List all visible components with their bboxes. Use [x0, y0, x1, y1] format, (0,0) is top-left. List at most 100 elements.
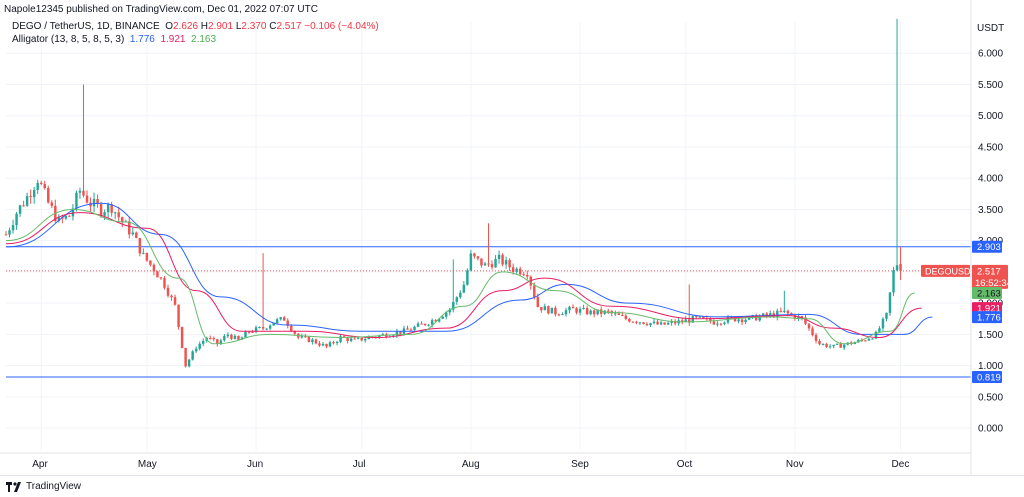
candle-body — [448, 309, 451, 313]
candle-body — [712, 321, 716, 325]
tradingview-logo[interactable]: TradingView — [6, 481, 81, 492]
candle-body — [240, 337, 244, 340]
y-tick-label: 6.000 — [978, 49, 1003, 60]
candle-body — [635, 321, 638, 323]
candle-body — [198, 343, 201, 349]
candle-body — [275, 319, 279, 323]
candle-body — [314, 339, 318, 344]
candle-body — [138, 238, 142, 254]
candle-body — [628, 318, 631, 322]
candle-body — [99, 204, 103, 216]
candle-body — [596, 309, 599, 315]
candle-body — [885, 312, 888, 319]
candle-body — [321, 343, 325, 346]
candle-body — [582, 308, 585, 310]
candle-body — [554, 307, 557, 315]
candle-body — [325, 343, 328, 347]
ohlc-high: 2.901 — [208, 21, 234, 32]
y-tick-label: 4.000 — [978, 174, 1003, 185]
x-tick-label: Sep — [571, 459, 589, 470]
symbol-tag — [921, 264, 970, 277]
candle-body — [547, 306, 550, 314]
candle-body — [670, 321, 673, 323]
x-tick-label: Aug — [462, 459, 480, 470]
candle-body — [814, 334, 818, 341]
candle-body — [737, 319, 740, 322]
candle-body — [212, 338, 216, 340]
candle-body — [68, 215, 71, 217]
ohlc-high-label: H — [200, 21, 209, 32]
hline-price-label: 0.819 — [977, 372, 1001, 383]
candle-body — [39, 182, 43, 185]
candle-body — [790, 313, 793, 315]
candle-body — [385, 334, 388, 338]
candle-body — [614, 313, 617, 315]
candle-body — [571, 306, 575, 309]
candle-body — [342, 336, 346, 338]
last-price-tag — [972, 264, 1008, 289]
candle-body — [29, 196, 32, 198]
candle-body — [684, 319, 687, 322]
candle-body — [75, 192, 78, 209]
candle-body — [776, 310, 779, 318]
ohlc-low-label: L — [235, 21, 242, 32]
candle-body — [825, 343, 828, 347]
candle-body — [561, 314, 564, 316]
candle-body — [804, 317, 807, 324]
candle-body — [807, 323, 811, 329]
candle-body — [282, 317, 286, 321]
candle-body — [145, 252, 149, 261]
candle-body — [568, 306, 571, 311]
candle-body — [828, 346, 832, 348]
candle-body — [754, 315, 758, 321]
candle-body — [723, 322, 726, 324]
candle-body — [47, 188, 50, 203]
time-axis[interactable]: Apr May Jun Jul Aug Sep Oct Nov Dec — [0, 452, 971, 470]
candle-body — [536, 296, 540, 308]
candle-body — [483, 263, 487, 266]
y-tick-label: 0.000 — [978, 424, 1003, 435]
candle-body — [346, 337, 349, 342]
ohlc-close: 2.517 — [276, 21, 302, 32]
candle-body — [899, 264, 902, 271]
candle-body — [508, 260, 511, 268]
candle-body — [173, 297, 177, 305]
candle-body — [258, 326, 261, 328]
jaw-value: 1.776 — [129, 34, 155, 45]
alligator-lips-line — [5, 208, 915, 345]
y-tick-label: 0.500 — [978, 392, 1003, 403]
candle-body — [103, 212, 106, 216]
candle-body — [452, 301, 455, 310]
candle-body — [744, 319, 747, 323]
candle-body — [113, 212, 117, 214]
candle-body — [476, 256, 480, 259]
candle-body — [716, 323, 719, 325]
candle-body — [237, 335, 240, 340]
candle-body — [818, 340, 821, 345]
candle-body — [874, 331, 878, 339]
candle-body — [50, 202, 54, 206]
candle-body — [680, 320, 684, 322]
candle-body — [110, 204, 113, 213]
candle-body — [455, 297, 459, 302]
candle-body — [540, 307, 543, 311]
ohlc-open-label: O — [165, 21, 173, 32]
candle-body — [117, 212, 120, 218]
candle-body — [106, 204, 110, 213]
candle-body — [441, 316, 444, 319]
candle-body — [335, 341, 339, 344]
candle-body — [888, 292, 892, 313]
candle-body — [761, 313, 765, 317]
candle-body — [142, 252, 145, 254]
price-axis[interactable]: USDT0.0000.5001.0001.5002.0002.5003.0003… — [970, 0, 1004, 475]
candle-body — [184, 347, 187, 367]
candle-body — [152, 264, 156, 272]
candle-body — [4, 234, 8, 236]
candle-body — [395, 331, 399, 336]
candle-body — [564, 310, 568, 315]
candle-body — [131, 232, 135, 235]
last-price-label: 2.517 — [977, 266, 1001, 277]
candle-body — [416, 323, 420, 327]
ohlc-close-label: C — [269, 21, 277, 32]
